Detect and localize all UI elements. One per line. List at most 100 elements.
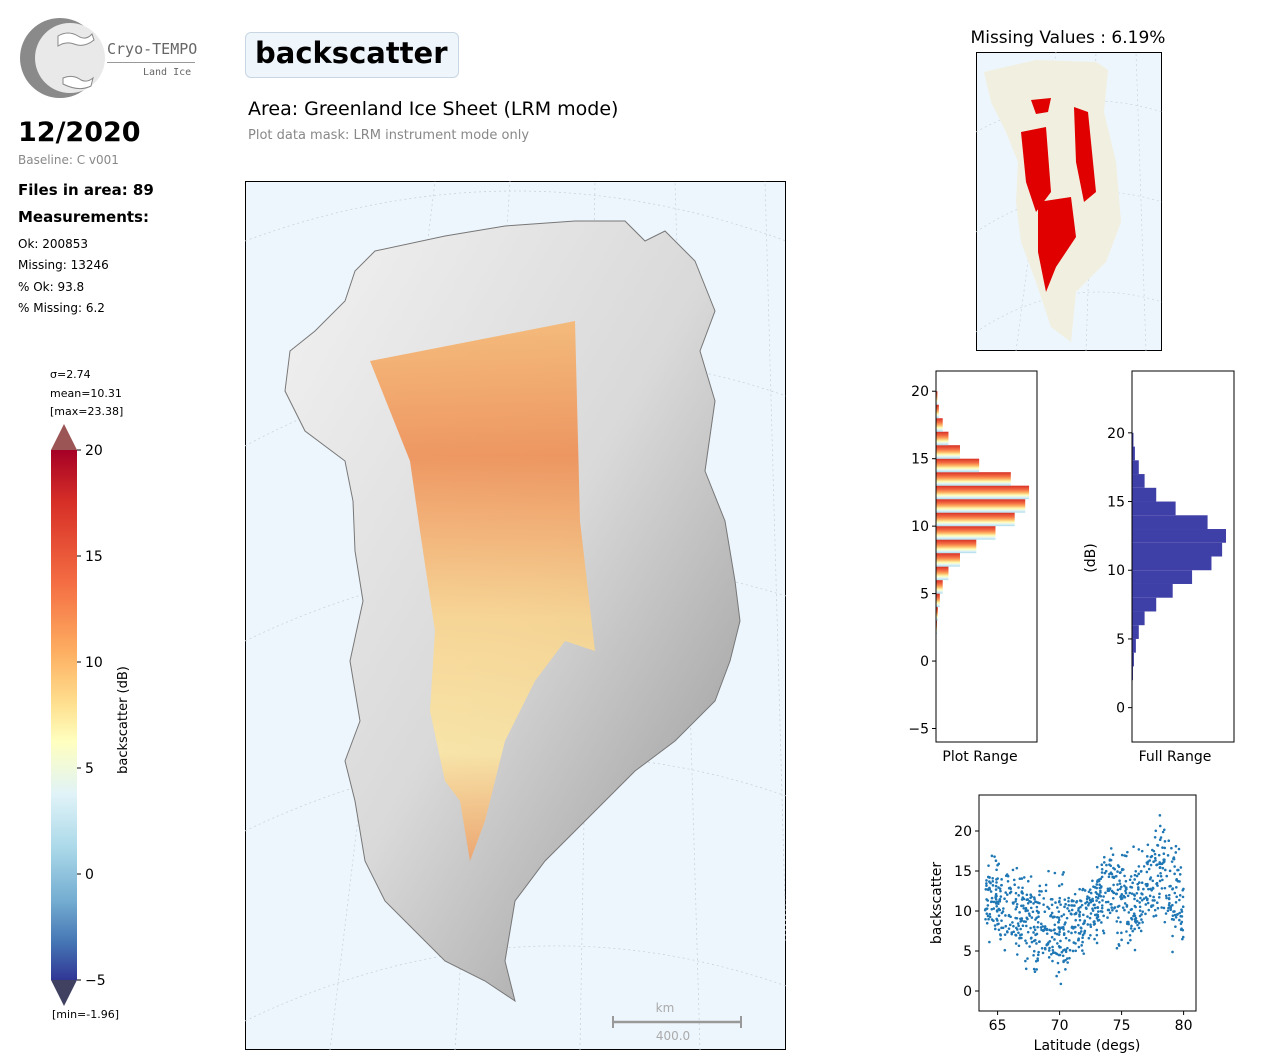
- scatter-point: [1095, 899, 1098, 902]
- scatter-point: [1160, 906, 1163, 909]
- scatter-point: [1137, 926, 1141, 930]
- histogram-bar: [1132, 583, 1173, 598]
- scatter-point: [1139, 870, 1143, 873]
- scatter-point: [1065, 957, 1069, 960]
- scatter-point: [1029, 937, 1033, 940]
- scatter-point: [1071, 949, 1075, 953]
- colorbar-tick-label: 15: [85, 549, 103, 565]
- scatter-point: [1108, 872, 1111, 876]
- scatter-point: [995, 905, 999, 908]
- page-title: backscatter: [255, 36, 448, 70]
- scatter-point: [1138, 905, 1142, 909]
- colorbar-max: [max=23.38]: [50, 405, 124, 418]
- scatter-point: [1095, 883, 1099, 886]
- scatter-point: [1008, 923, 1012, 927]
- histogram-bar: [936, 539, 977, 554]
- scatter-point: [1053, 871, 1057, 875]
- scatter-point: [1056, 942, 1059, 945]
- scatter-point: [1159, 874, 1163, 878]
- scatter-point: [1035, 942, 1038, 945]
- scatter-point: [988, 880, 991, 883]
- scatter-point: [1003, 933, 1007, 936]
- scatter-point: [1104, 891, 1107, 895]
- scatter-point: [1173, 910, 1176, 913]
- scatter-point: [1135, 891, 1139, 895]
- scatter-point: [1173, 891, 1177, 895]
- y-tick-label: 15: [954, 864, 972, 880]
- colorbar: 20 15 10 5 0 −5 backscatter (dB): [51, 424, 131, 1006]
- histogram-bar: [1132, 529, 1226, 543]
- scatter-point: [1012, 924, 1015, 928]
- scatter-point: [1074, 918, 1077, 922]
- scatter-point: [1007, 927, 1011, 930]
- scatter-point: [1116, 931, 1119, 935]
- scatter-point: [995, 881, 998, 884]
- scatter-point: [997, 922, 1000, 926]
- scatter-point: [989, 890, 993, 893]
- colorbar-stats: σ=2.74 mean=10.31 [max=23.38]: [50, 366, 123, 422]
- scatter-point: [1063, 905, 1066, 909]
- scatter-point: [1037, 950, 1040, 954]
- scatter-point: [1091, 897, 1094, 901]
- scatter-point: [1163, 858, 1166, 861]
- scatter-point: [1039, 926, 1043, 929]
- scatter-point: [1140, 892, 1143, 895]
- colorbar-tick-label: 10: [85, 655, 103, 671]
- scatter-point: [1146, 843, 1150, 847]
- scatter-point: [1065, 916, 1069, 920]
- scatter-point: [1017, 924, 1020, 928]
- scatter-point: [1178, 898, 1181, 902]
- scatter-point: [1059, 982, 1063, 986]
- scatter-point: [1086, 915, 1089, 918]
- scatter-point: [1078, 918, 1082, 922]
- scatter-point: [1034, 900, 1037, 904]
- scatter-point: [1108, 858, 1112, 862]
- colorbar-mean: mean=10.31: [50, 386, 122, 400]
- scatter-point: [1053, 938, 1056, 941]
- x-tick-label: 65: [989, 1018, 1007, 1034]
- scatter-point: [1131, 929, 1135, 933]
- scatter-point: [1156, 844, 1160, 847]
- scatter-point: [990, 918, 994, 921]
- y-tick-label: 10: [1107, 563, 1125, 579]
- area-label: Area: Greenland Ice Sheet (LRM mode): [248, 98, 619, 120]
- scatter-point: [1027, 912, 1031, 915]
- scatter-point: [1059, 939, 1062, 943]
- scatter-point: [1077, 945, 1081, 949]
- x-tick-label: 75: [1113, 1018, 1131, 1034]
- scatter-point: [1137, 865, 1141, 868]
- scatter-point: [1181, 937, 1184, 941]
- scatter-point: [987, 864, 990, 867]
- scatter-point: [1047, 907, 1051, 910]
- scatter-point: [984, 917, 987, 921]
- y-tick-label: 0: [1116, 701, 1125, 717]
- full-range-histogram: 20 15 10 5 0 (dB) Full Range: [1083, 370, 1235, 765]
- scatter-point: [1015, 905, 1019, 909]
- missing-values-map: [976, 52, 1162, 351]
- scatter-point: [1128, 891, 1132, 895]
- scatter-point: [1080, 944, 1083, 947]
- scatter-point: [1081, 933, 1085, 937]
- scatter-point: [1170, 860, 1174, 863]
- scatter-point: [1087, 902, 1091, 905]
- scatter-point: [1021, 886, 1024, 890]
- scatter-point: [1160, 887, 1164, 890]
- scatter-point: [1126, 894, 1130, 898]
- histogram-bar: [1132, 460, 1139, 475]
- histogram-bar: [936, 445, 960, 459]
- histogram-bar: [1132, 501, 1176, 516]
- scatter-point: [1058, 953, 1062, 957]
- scatter-point: [1014, 907, 1018, 911]
- scatter-point: [1061, 925, 1065, 929]
- scatter-point: [1059, 903, 1062, 906]
- scatter-point: [1117, 904, 1121, 908]
- scatter-point: [1178, 873, 1182, 876]
- scatter-point: [1015, 902, 1019, 906]
- scatter-point: [1044, 883, 1048, 887]
- scatter-point: [985, 882, 988, 885]
- scatter-point: [1072, 941, 1076, 944]
- scatter-point: [1077, 931, 1081, 935]
- scatter-point: [1174, 925, 1177, 928]
- scatter-point: [1171, 914, 1175, 917]
- scatter-point: [1118, 882, 1122, 885]
